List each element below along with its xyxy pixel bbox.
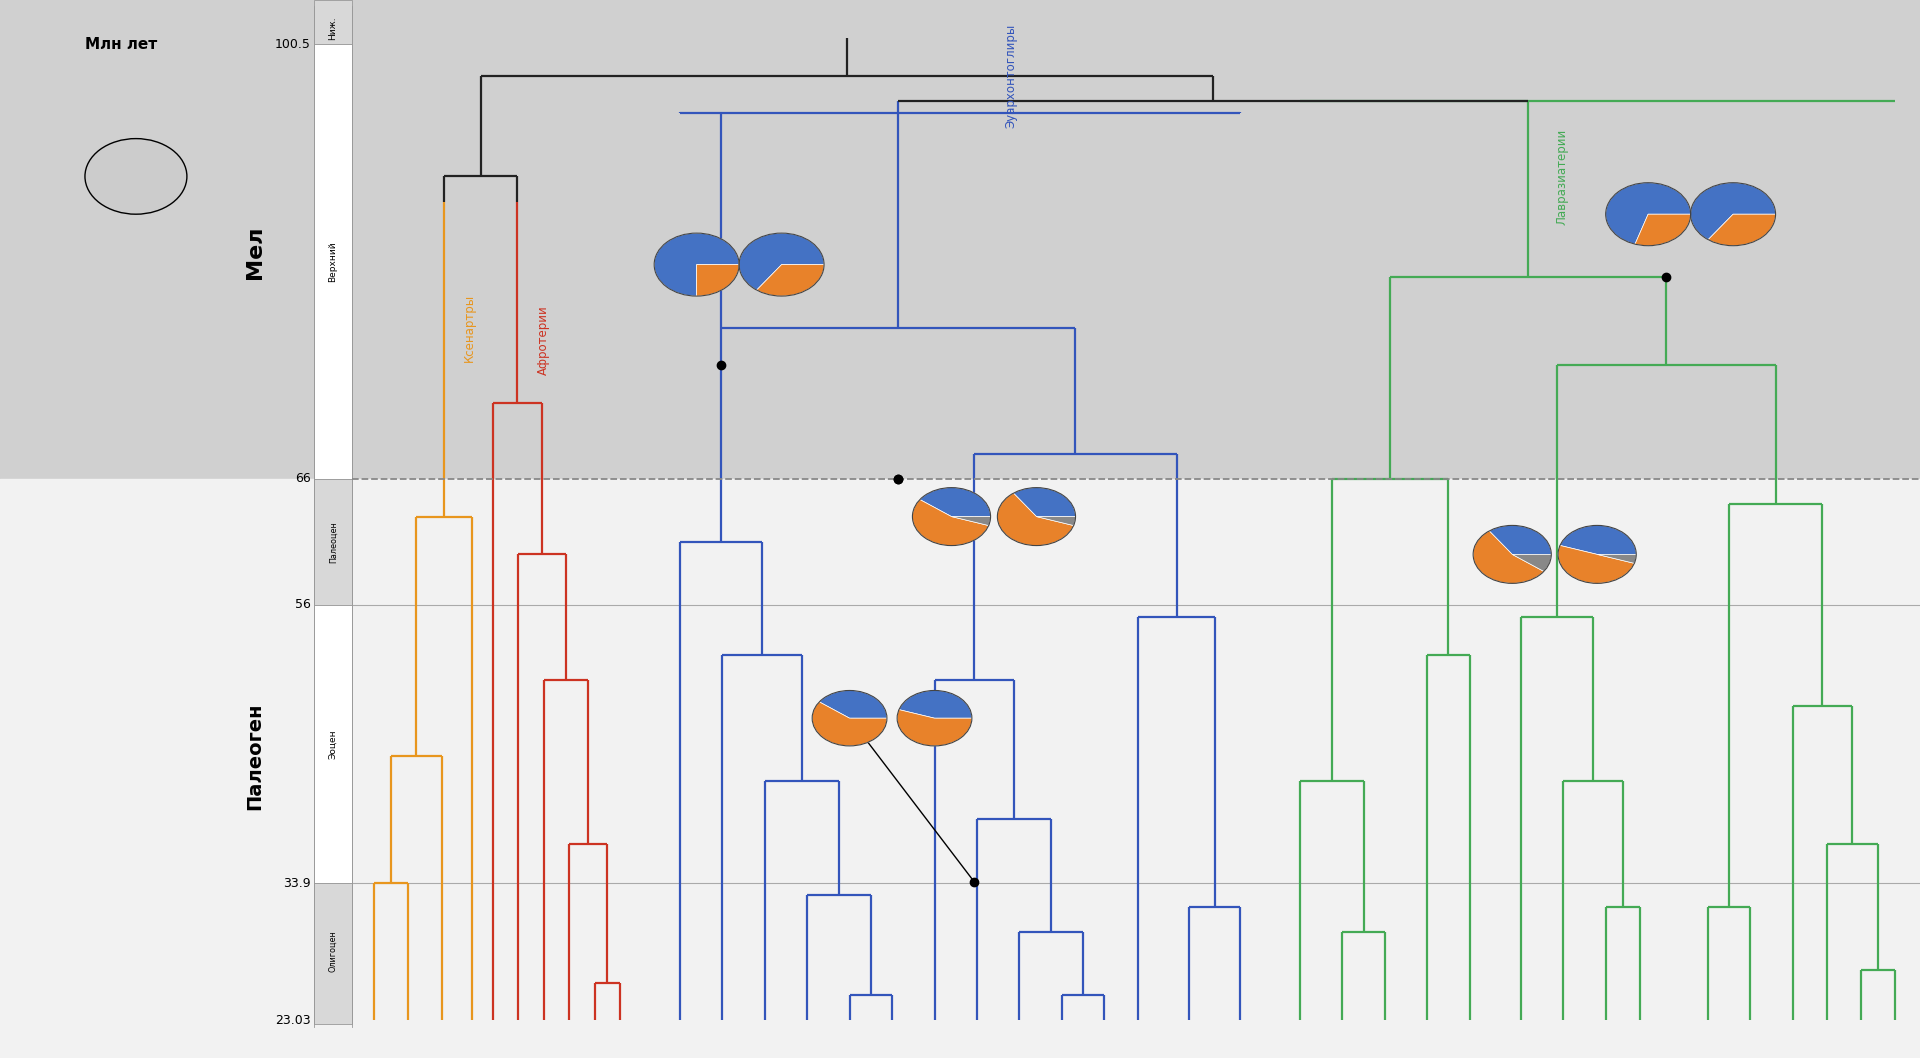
Wedge shape: [1490, 526, 1551, 554]
Wedge shape: [697, 264, 739, 296]
Text: Верхний: Верхний: [328, 241, 338, 281]
Bar: [315, 605, 351, 883]
Wedge shape: [756, 264, 824, 296]
Text: Лавразиатерии: Лавразиатерии: [1555, 128, 1569, 224]
Text: Афротерии: Афротерии: [536, 306, 549, 376]
Text: 23.03: 23.03: [275, 1014, 311, 1026]
Wedge shape: [820, 691, 887, 718]
Wedge shape: [1037, 516, 1075, 526]
Text: Олигоцен: Олигоцен: [328, 930, 338, 972]
Text: Мел: Мел: [246, 225, 265, 278]
Bar: [315, 44, 351, 479]
Text: Эуархонтоглиры: Эуархонтоглиры: [1004, 23, 1018, 128]
Wedge shape: [1513, 554, 1551, 571]
Wedge shape: [897, 710, 972, 746]
Wedge shape: [1605, 183, 1692, 244]
Text: Ниж.: Ниж.: [328, 16, 338, 39]
Wedge shape: [952, 516, 991, 526]
Wedge shape: [912, 499, 989, 546]
Wedge shape: [1473, 531, 1544, 583]
Wedge shape: [655, 233, 739, 296]
Text: Палеоцен: Палеоцен: [328, 521, 338, 563]
Wedge shape: [1561, 526, 1636, 554]
Text: Млн лет: Млн лет: [84, 37, 157, 52]
Wedge shape: [1636, 214, 1692, 245]
Bar: [315, 883, 351, 1024]
Wedge shape: [1559, 546, 1634, 583]
Text: Эоцен: Эоцен: [328, 729, 338, 759]
Bar: [315, 0, 351, 44]
Wedge shape: [920, 488, 991, 516]
Text: 100.5: 100.5: [275, 38, 311, 51]
Text: Палеоген: Палеоген: [246, 703, 265, 809]
Text: 33.9: 33.9: [284, 877, 311, 890]
Wedge shape: [1597, 554, 1636, 563]
Bar: [315, 479, 351, 605]
Text: 56: 56: [296, 598, 311, 612]
Wedge shape: [812, 701, 887, 746]
Wedge shape: [739, 233, 824, 290]
Wedge shape: [1692, 183, 1776, 240]
Text: 66: 66: [296, 472, 311, 486]
Wedge shape: [899, 691, 972, 718]
Circle shape: [84, 139, 186, 214]
Wedge shape: [1014, 488, 1075, 516]
Wedge shape: [1709, 214, 1776, 245]
Text: Ксенартры: Ксенартры: [463, 293, 476, 362]
Wedge shape: [996, 493, 1073, 546]
